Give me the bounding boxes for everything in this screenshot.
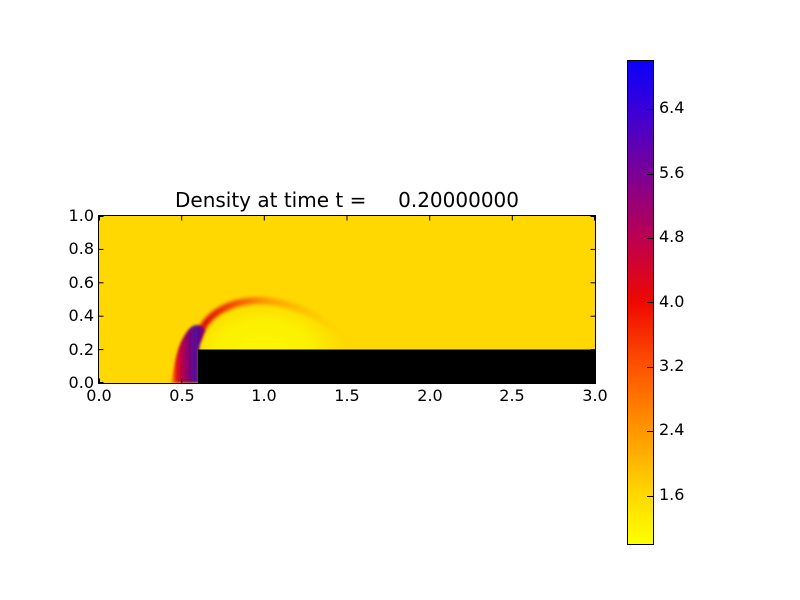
- dense-column: [171, 324, 205, 383]
- colorbar-tick-mark: [647, 496, 653, 497]
- colorbar-tick-mark: [647, 109, 653, 110]
- x-tick-label: 1.5: [334, 386, 360, 405]
- y-tick-label: 0.8: [68, 239, 94, 258]
- y-tick-label: 0.4: [68, 306, 94, 325]
- colorbar: [627, 60, 654, 545]
- x-tick-label: 0.0: [86, 386, 112, 405]
- colorbar-tick-label: 2.4: [659, 420, 685, 439]
- plot-title: Density at time t = 0.20000000: [174, 188, 519, 212]
- colorbar-tick-label: 4.8: [659, 227, 685, 246]
- x-tick-label: 2.5: [499, 386, 525, 405]
- y-tick-label: 0.0: [68, 373, 94, 392]
- x-tick-label: 3.0: [582, 386, 608, 405]
- colorbar-tick-label: 1.6: [659, 485, 685, 504]
- colorbar-tick-label: 3.2: [659, 356, 685, 375]
- x-tick-label: 2.0: [417, 386, 443, 405]
- density-heatmap-axes: [98, 215, 596, 384]
- colorbar-tick-mark: [647, 174, 653, 175]
- y-tick-label: 1.0: [68, 206, 94, 225]
- colorbar-tick-mark: [647, 431, 653, 432]
- colorbar-tick-mark: [647, 302, 653, 303]
- colorbar-tick-label: 5.6: [659, 163, 685, 182]
- density-field: [99, 216, 595, 383]
- step-obstacle: [198, 349, 595, 383]
- x-tick-label: 0.5: [169, 386, 195, 405]
- colorbar-tick-mark: [647, 367, 653, 368]
- colorbar-tick-label: 6.4: [659, 98, 685, 117]
- x-tick-label: 1.0: [251, 386, 277, 405]
- bow-shock-arc: [194, 297, 357, 352]
- colorbar-tick-mark: [647, 238, 653, 239]
- colorbar-tick-label: 4.0: [659, 292, 685, 311]
- y-tick-label: 0.2: [68, 340, 94, 359]
- axis-tick-marks: [99, 216, 595, 383]
- y-tick-label: 0.6: [68, 273, 94, 292]
